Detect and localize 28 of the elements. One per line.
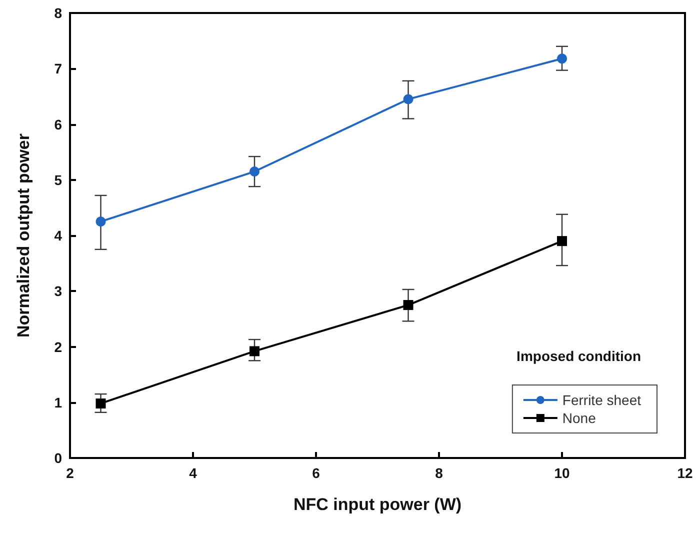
y-tick-label: 7: [54, 60, 62, 77]
point: [403, 94, 414, 104]
point: [250, 346, 260, 356]
legend-label: Ferrite sheet: [562, 392, 642, 408]
point: [557, 54, 567, 64]
x-tick-label: 6: [312, 465, 320, 481]
x-tick-label: 12: [677, 465, 693, 481]
x-tick-label: 4: [189, 465, 198, 481]
point: [403, 300, 414, 310]
point: [96, 398, 106, 408]
point: [557, 236, 567, 246]
y-tick-label: 8: [54, 5, 62, 21]
y-tick-label: 4: [54, 228, 62, 244]
x-axis-title: NFC input power (W): [293, 495, 462, 514]
legend-title: Imposed condition: [516, 348, 642, 364]
legend-label: None: [562, 410, 596, 426]
y-tick-label: 2: [54, 338, 62, 355]
y-tick-label: 3: [54, 283, 62, 300]
y-tick-label: 6: [54, 116, 62, 132]
x-tick-label: 8: [435, 465, 444, 481]
y-tick-label: 5: [54, 172, 62, 188]
y-axis-title: Normalized output power: [14, 133, 33, 338]
x-tick-label: 2: [66, 465, 74, 481]
y-tick-label: 0: [54, 450, 62, 466]
x-tick-label: 10: [554, 465, 570, 481]
point: [96, 216, 106, 227]
y-tick-label: 1: [54, 394, 62, 410]
point: [250, 166, 260, 177]
